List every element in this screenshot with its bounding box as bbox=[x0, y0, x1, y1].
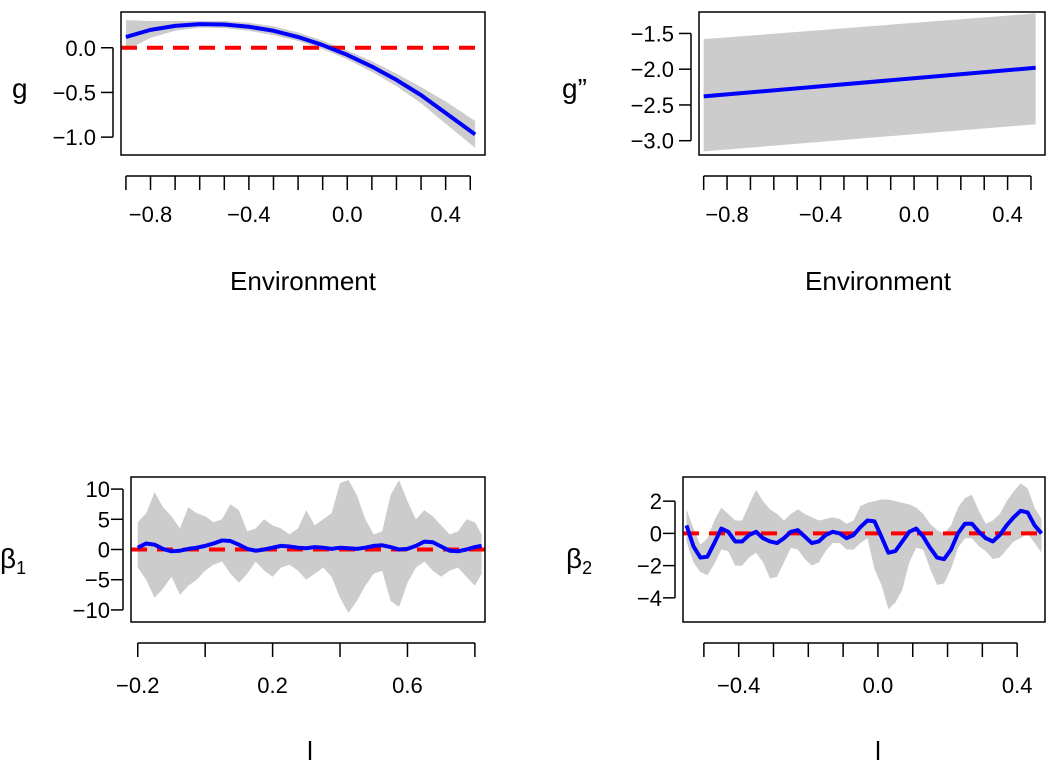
x-tick-label: 0.2 bbox=[257, 673, 288, 698]
y-axis-title: β2 bbox=[566, 543, 592, 578]
panel-g: −0.8 −0.4 0.0 0.4 −1.0 −0.5 0.0 Environment g bbox=[12, 11, 486, 296]
x-axis-title: l bbox=[875, 736, 881, 763]
y-tick-label: −5 bbox=[85, 568, 110, 593]
y-tick-label: −1.5 bbox=[631, 21, 674, 46]
panel-g2: −0.8 −0.4 0.0 0.4 −3.0 −2.5 −2.0 −1.5 Environmen… bbox=[562, 11, 1046, 296]
x-tick-label: −0.4 bbox=[717, 673, 760, 698]
x-tick-label: −0.2 bbox=[116, 673, 159, 698]
y-tick-label: −4 bbox=[637, 586, 662, 611]
y-axis-title: g bbox=[12, 73, 28, 104]
panel-b2: −0.4 0.0 0.4 −4 −2 0 2 l β2 bbox=[566, 476, 1046, 763]
x-tick-label: −0.4 bbox=[799, 202, 842, 227]
y-axis-title: g” bbox=[562, 73, 587, 104]
x-tick-label: 0.0 bbox=[332, 202, 363, 227]
fit-line bbox=[125, 22, 477, 137]
x-tick-label: −0.8 bbox=[129, 202, 172, 227]
x-tick-label: 0.0 bbox=[899, 202, 930, 227]
y-tick-label: 0.0 bbox=[65, 36, 96, 61]
x-tick-label: −0.8 bbox=[705, 202, 748, 227]
y-axis-title: β1 bbox=[0, 543, 26, 578]
fit-line bbox=[136, 538, 482, 554]
x-axis-title: l bbox=[307, 736, 313, 763]
y-tick-label: −1.0 bbox=[53, 125, 96, 150]
fit-line bbox=[703, 65, 1036, 99]
fit-line bbox=[684, 508, 1044, 562]
x-tick-label: 0.6 bbox=[392, 673, 423, 698]
y-tick-label: 5 bbox=[98, 507, 110, 532]
y-tick-label: −2.5 bbox=[631, 93, 674, 118]
y-tick-label: −10 bbox=[73, 598, 110, 623]
y-tick-label: 2 bbox=[650, 489, 662, 514]
y-axis-title-subscript: 2 bbox=[582, 558, 592, 578]
y-tick-label: 10 bbox=[86, 477, 110, 502]
y-tick-label: −3.0 bbox=[631, 129, 674, 154]
plot-frame bbox=[698, 11, 1046, 156]
y-tick-label: 0 bbox=[650, 521, 662, 546]
panel-b1: −0.2 0.2 0.6 −10 −5 0 5 10 l β1 bbox=[0, 476, 486, 763]
x-tick-label: 0.4 bbox=[992, 202, 1023, 227]
x-axis-title: Environment bbox=[805, 266, 952, 296]
x-tick-label: −0.4 bbox=[227, 202, 270, 227]
x-tick-label: 0.0 bbox=[863, 673, 894, 698]
plot-frame bbox=[120, 11, 486, 156]
y-axis-title-subscript: 1 bbox=[16, 558, 26, 578]
x-tick-label: 0.4 bbox=[1002, 673, 1033, 698]
x-axis-title: Environment bbox=[230, 266, 377, 296]
plot-frame bbox=[682, 476, 1046, 623]
x-tick-label: 0.4 bbox=[430, 202, 461, 227]
confidence-band bbox=[686, 483, 1042, 610]
plot-frame bbox=[130, 476, 486, 623]
y-tick-label: −2.0 bbox=[631, 57, 674, 82]
y-tick-label: −0.5 bbox=[53, 80, 96, 105]
y-tick-label: 0 bbox=[98, 538, 110, 563]
y-tick-label: −2 bbox=[637, 554, 662, 579]
